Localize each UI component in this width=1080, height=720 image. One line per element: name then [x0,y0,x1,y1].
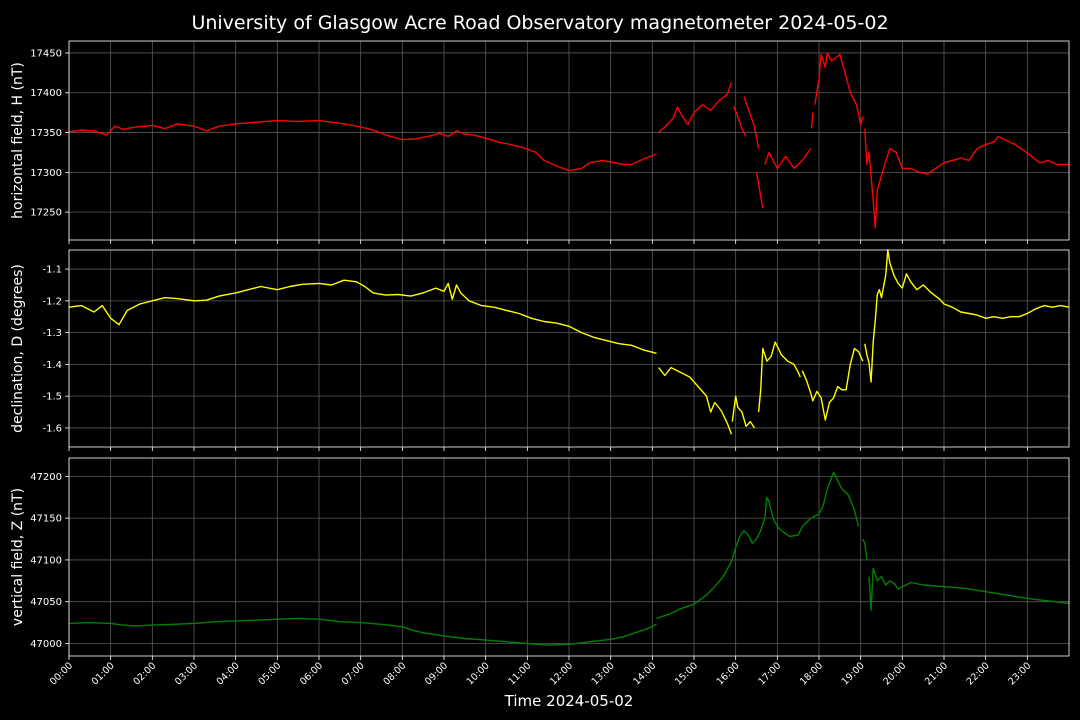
z-field-data-line [868,567,1070,611]
z-field-ytick-label: 47200 [30,472,62,483]
h-field-data-line [755,172,764,209]
h-field-ytick-label: 17300 [30,168,62,179]
declination-data-line [68,279,657,354]
declination-ytick-label: -1.6 [42,423,62,434]
h-field-ytick-label: 17450 [30,48,62,59]
h-field-ytick-label: 17350 [30,128,62,139]
h-field-y-axis-label: horizontal field, H (nT) [10,62,26,219]
h-field-data-line [810,112,814,129]
declination-panel: -1.1 -1.2 -1.3 -1.4 -1.5 -1.6 declination, D (… [10,249,1070,451]
h-field-panel: 17250 17300 17350 17400 17450 horizontal fiel… [10,40,1070,244]
declination-y-axis-label: declination, D (degrees) [10,264,26,433]
z-field-y-axis-label: vertical field, Z (nT) [10,488,26,626]
declination-ytick-label: -1.5 [42,392,62,403]
h-field-data-line [743,96,760,149]
z-field-ytick-label: 47050 [30,597,62,608]
declination-ytick-label: -1.3 [42,328,62,339]
z-field-ytick-label: 47000 [30,639,62,650]
z-field-data-line [656,471,860,620]
h-field-data-line [864,128,1069,229]
z-field-ytick-label: 47150 [30,514,62,525]
h-field-ytick-label: 17400 [30,88,62,99]
declination-axes-frame [68,249,1070,448]
h-field-data-line [68,119,657,172]
h-field-data-line [658,82,733,134]
z-field-data-line [68,617,657,646]
declination-data-line [658,366,733,435]
declination-ytick-label: -1.2 [42,296,62,307]
declination-ytick-label: -1.1 [42,265,62,276]
x-axis-label: Time 2024-05-02 [504,692,634,710]
z-field-data-line [862,538,868,560]
declination-data-line [757,341,801,413]
h-field-data-line [764,148,812,170]
declination-ytick-label: -1.4 [42,360,62,371]
declination-data-line [731,395,755,429]
z-field-axes-frame [68,457,1070,657]
h-field-ytick-label: 17250 [30,208,62,219]
z-field-ytick-label: 47100 [30,555,62,566]
declination-data-line [864,249,1070,383]
z-field-panel: 47000 47050 47100 47150 47200 vertical field,… [10,457,1070,660]
declination-data-line [801,347,864,421]
figure-title: University of Glasgow Acre Road Observat… [191,12,888,34]
h-field-data-line [814,52,864,126]
h-field-axes-frame [68,40,1070,241]
h-field-data-line [732,106,747,137]
